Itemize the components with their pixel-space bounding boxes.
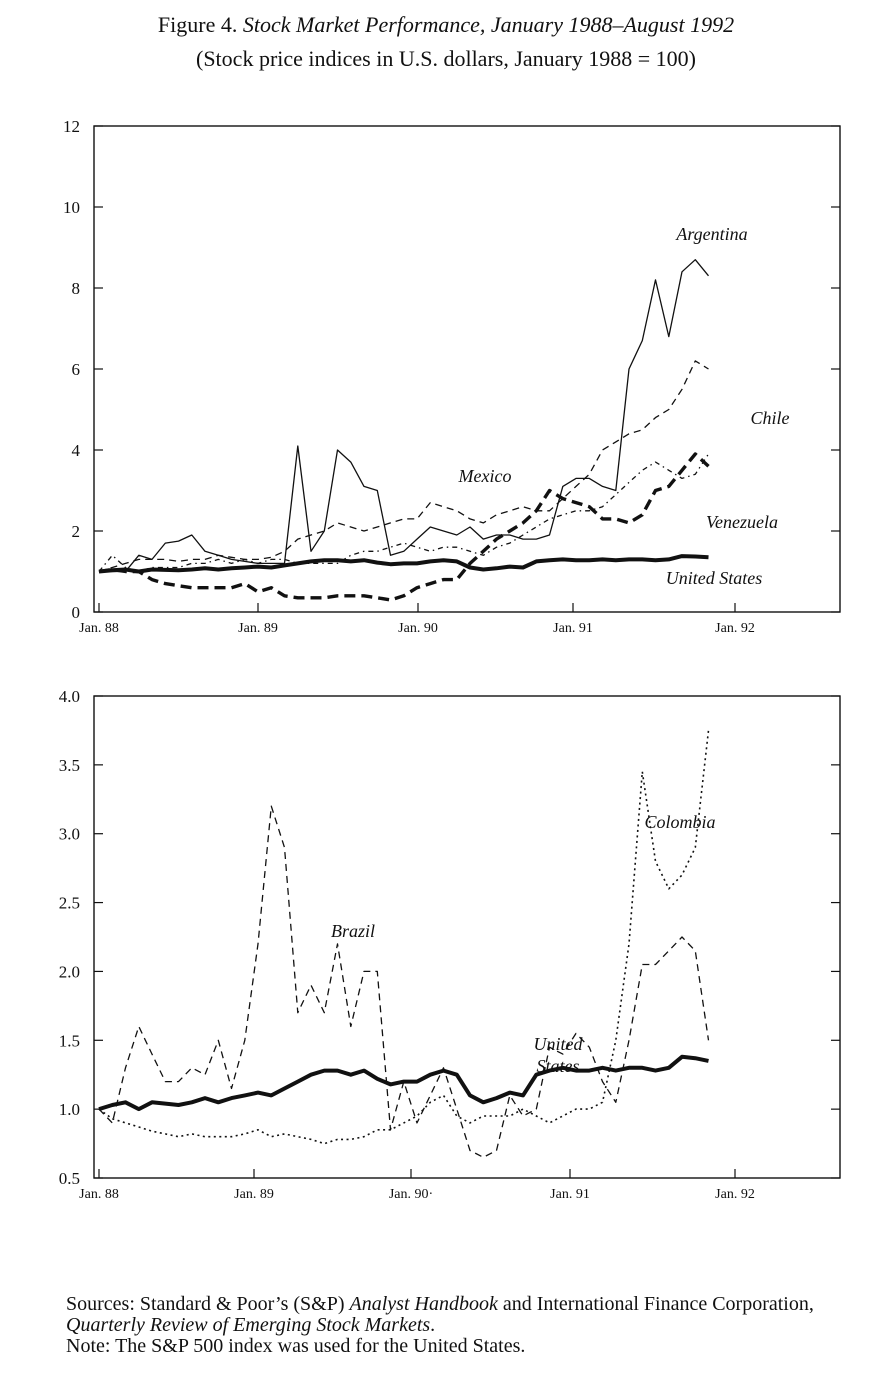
sources-book: Analyst Handbook: [349, 1293, 498, 1315]
series-line-chile: [98, 453, 710, 573]
x-tick-label: Jan. 88: [79, 1187, 119, 1202]
sources-mid: and International Finance Corporation,: [497, 1293, 814, 1315]
y-tick-label: 4: [72, 441, 81, 460]
series-label-chile: Chile: [751, 408, 790, 428]
figure-title-main: Stock Market Performance, January 1988–A…: [242, 12, 735, 37]
series-line-brazil: [98, 805, 710, 1158]
x-tick-label: Jan. 91: [553, 621, 593, 636]
y-tick-label: 8: [72, 279, 81, 298]
sources-review: Quarterly Review of Emerging Stock Marke…: [66, 1314, 431, 1336]
y-tick-label: 1.0: [59, 1100, 80, 1119]
series-line-colombia: [98, 730, 710, 1145]
y-tick-label: 3.5: [59, 756, 80, 775]
series-line-united-states: [98, 1054, 709, 1112]
y-tick-label: 0: [72, 603, 81, 622]
x-tick-label: Jan. 88: [79, 621, 119, 636]
sources-text: Sources: Standard & Poor’s (S&P) Analyst…: [66, 1294, 876, 1336]
series-line-united-states: [98, 554, 709, 574]
series-label-brazil: Brazil: [331, 921, 375, 941]
x-tick-label: Jan. 89: [234, 1187, 274, 1202]
y-tick-label: 4.0: [59, 687, 80, 706]
plot-frame: [93, 695, 841, 1179]
sources-prefix: Sources: Standard & Poor’s (S&P): [66, 1293, 350, 1315]
y-tick-label: 2.5: [59, 894, 80, 913]
series-label-colombia: Colombia: [644, 812, 715, 832]
x-tick-label: Jan. 90: [398, 621, 438, 636]
series-label-united-states: United States: [666, 568, 763, 588]
figure-title-prefix: Figure 4.: [157, 12, 238, 37]
series-label-mexico: Mexico: [458, 466, 512, 486]
y-tick-label: 2.0: [59, 962, 80, 981]
x-tick-label: Jan. 92: [715, 621, 755, 636]
y-tick-label: 3.0: [59, 825, 80, 844]
y-tick-label: 1.5: [59, 1031, 80, 1050]
series-line-argentina: [99, 259, 710, 573]
x-tick-label: Jan. 89: [238, 621, 278, 636]
bottom-line-chart: 0.5 1.0 1.5 2.0 2.5 3.0 3.5 4.0 Jan. 88 Jan. 89 Ja…: [59, 687, 841, 1202]
y-tick-label: 12: [63, 117, 80, 136]
series-line-mexico: [98, 360, 709, 573]
series-label-venezuela: Venezuela: [706, 512, 778, 532]
x-tick-label: Jan. 91: [550, 1187, 590, 1202]
series-label-argentina: Argentina: [675, 224, 747, 244]
y-tick-label: 2: [72, 522, 81, 541]
figure-title: Figure 4. Stock Market Performance, Janu…: [0, 10, 892, 40]
sources-end: .: [430, 1314, 436, 1336]
series-line-venezuela: [98, 452, 710, 602]
series-label-united-states: United States: [534, 1034, 584, 1076]
y-tick-label: 6: [72, 360, 81, 379]
x-tick-label: Jan. 92: [715, 1187, 755, 1202]
y-tick-label: 0.5: [59, 1169, 80, 1188]
top-line-chart: 0 2 4 6 8 10 12 Jan. 88 Jan. 89 Jan. 90 Jan. 91 Jan…: [63, 117, 841, 636]
figure-subtitle: (Stock price indices in U.S. dollars, Ja…: [196, 46, 696, 71]
y-tick-label: 10: [63, 198, 80, 217]
note-text: Note: The S&P 500 index was used for the…: [66, 1335, 526, 1357]
sources-footer: Sources: Standard & Poor’s (S&P) Analyst…: [66, 1294, 876, 1357]
x-tick-label: Jan. 90·: [389, 1187, 433, 1202]
